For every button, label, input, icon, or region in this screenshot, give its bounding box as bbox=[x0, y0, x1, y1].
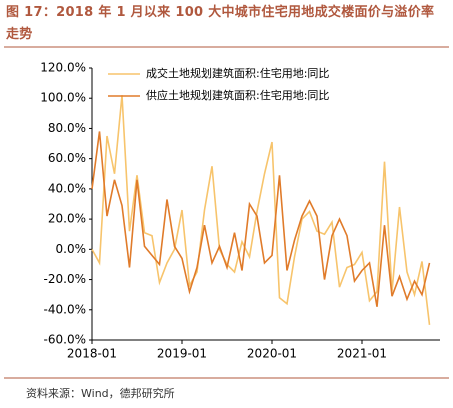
y-tick-label: -40.0% bbox=[44, 302, 86, 316]
series-line bbox=[91, 131, 431, 307]
x-tick-label: 2019-01 bbox=[157, 347, 207, 361]
x-tick-label: 2021-01 bbox=[337, 347, 387, 361]
source-note: 资料来源：Wind，德邦研究所 bbox=[26, 387, 175, 400]
chart-title: 图 17：2018 年 1 月以来 100 大中城市住宅用地成交楼面价与溢价率走… bbox=[6, 5, 435, 42]
y-tick-label: -20.0% bbox=[44, 272, 86, 286]
x-tick-label: 2020-01 bbox=[247, 347, 297, 361]
y-tick-label: 40.0% bbox=[48, 181, 86, 195]
series-line bbox=[91, 95, 431, 325]
y-tick-label: 80.0% bbox=[48, 121, 86, 135]
y-tick-label: 0.0% bbox=[56, 242, 87, 256]
y-tick-label: 100.0% bbox=[40, 91, 86, 105]
y-tick-label: -60.0% bbox=[44, 333, 86, 347]
x-tick-label: 2018-01 bbox=[67, 347, 117, 361]
legend-label: 成交土地规划建筑面积:住宅用地:同比 bbox=[146, 66, 329, 80]
y-tick-label: 60.0% bbox=[48, 151, 86, 165]
y-tick-label: 20.0% bbox=[48, 212, 86, 226]
y-tick-label: 120.0% bbox=[40, 61, 86, 75]
legend-label: 供应土地规划建筑面积:住宅用地:同比 bbox=[146, 88, 329, 102]
